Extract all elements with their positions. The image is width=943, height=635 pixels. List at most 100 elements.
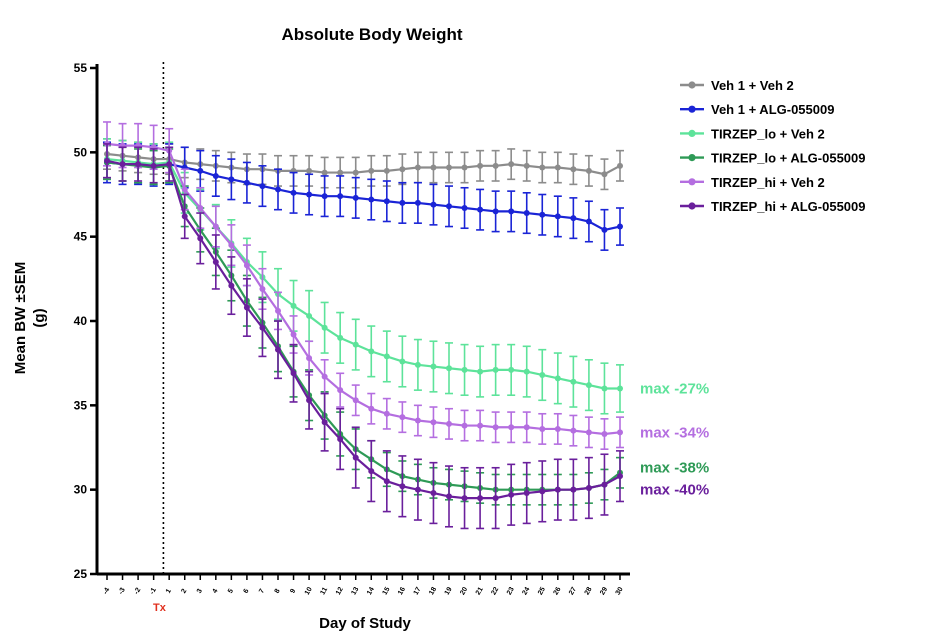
data-point — [383, 167, 390, 174]
x-tick-label: 20 — [459, 586, 469, 596]
data-point — [617, 473, 623, 480]
data-point — [601, 431, 608, 438]
data-point — [399, 358, 406, 365]
data-point — [523, 162, 530, 169]
legend-marker — [688, 105, 696, 113]
series-line — [106, 152, 621, 176]
x-tick-label: -1 — [149, 587, 158, 596]
y-tick-label: 25 — [74, 567, 88, 581]
data-point — [477, 422, 484, 429]
x-tick-label: 27 — [568, 586, 578, 596]
data-point — [539, 425, 546, 432]
data-point — [617, 429, 623, 436]
data-point — [306, 167, 313, 174]
data-point — [554, 486, 561, 493]
x-tick-label: 17 — [413, 586, 423, 596]
data-point — [461, 422, 468, 429]
series-line — [106, 142, 621, 436]
data-point — [228, 176, 235, 183]
series-line — [106, 159, 621, 500]
data-point — [321, 193, 328, 200]
data-point — [492, 208, 499, 215]
y-axis-unit-label: (g) — [31, 308, 48, 327]
data-point — [523, 490, 530, 497]
x-tick-label: 22 — [490, 586, 500, 596]
x-tick-label: 30 — [615, 586, 625, 596]
data-point — [414, 199, 421, 206]
data-point — [492, 366, 499, 373]
x-tick-label: 16 — [397, 586, 407, 596]
legend-entry-5: TIRZEP_hi + ALG-055009 — [680, 199, 866, 214]
data-point — [383, 353, 390, 360]
data-point — [523, 368, 530, 375]
x-tick-label: 21 — [475, 586, 485, 596]
y-tick-label: 45 — [74, 230, 88, 244]
legend-marker — [688, 154, 696, 162]
x-tick-label: 10 — [304, 586, 314, 596]
data-point — [430, 164, 437, 171]
data-point — [135, 161, 142, 168]
data-point — [554, 425, 561, 432]
data-point — [508, 208, 515, 215]
data-point — [523, 210, 530, 217]
data-point — [461, 366, 468, 373]
data-point — [523, 424, 530, 431]
data-point — [539, 164, 546, 171]
data-point — [399, 414, 406, 421]
legend-label: Veh 1 + ALG-055009 — [711, 102, 834, 117]
x-tick-label: 23 — [506, 586, 516, 596]
legend-label: TIRZEP_lo + Veh 2 — [711, 126, 825, 141]
data-point — [352, 169, 359, 176]
data-point — [617, 162, 623, 169]
data-point — [570, 486, 577, 493]
data-point — [259, 324, 266, 331]
legend-label: Veh 1 + Veh 2 — [711, 78, 794, 93]
data-point — [461, 495, 468, 502]
legend-entry-2: TIRZEP_lo + Veh 2 — [680, 126, 825, 141]
x-tick-label: 25 — [537, 586, 547, 596]
legend-label: TIRZEP_hi + Veh 2 — [711, 175, 825, 190]
x-axis-label: Day of Study — [319, 615, 411, 632]
x-tick-label: 19 — [444, 586, 454, 596]
data-point — [446, 203, 452, 210]
data-point — [259, 183, 266, 190]
data-point — [399, 483, 406, 490]
data-point — [290, 302, 297, 309]
series-line — [106, 161, 621, 232]
data-point — [399, 166, 406, 173]
data-point — [352, 454, 359, 461]
data-point — [306, 355, 313, 362]
legend-label: TIRZEP_hi + ALG-055009 — [711, 199, 866, 214]
data-point — [368, 468, 375, 475]
data-point — [492, 162, 499, 169]
legend: Veh 1 + Veh 2 Veh 1 + ALG-055009 TIRZEP_lo… — [680, 78, 866, 214]
data-point — [446, 493, 452, 500]
data-point — [570, 166, 577, 173]
x-tick-label: 28 — [584, 586, 594, 596]
x-tick-label: 5 — [227, 588, 235, 595]
data-point — [601, 481, 608, 488]
data-point — [321, 373, 328, 380]
y-axis-label: Mean BW ±SEM — [12, 262, 29, 374]
data-point — [243, 179, 250, 186]
data-point — [181, 213, 188, 220]
data-point — [259, 285, 266, 292]
data-point — [337, 387, 344, 394]
data-point — [104, 157, 110, 164]
series-5 — [103, 143, 624, 530]
data-point — [446, 420, 452, 427]
data-point — [290, 331, 297, 338]
data-point — [197, 235, 204, 242]
treatment-marker-label: Tx — [153, 602, 167, 614]
data-point — [539, 371, 546, 378]
data-point — [554, 164, 561, 171]
data-point — [212, 172, 219, 179]
legend-entry-4: TIRZEP_hi + Veh 2 — [680, 175, 825, 190]
data-point — [570, 215, 577, 222]
legend-marker — [688, 178, 696, 186]
data-point — [508, 161, 515, 168]
chart-title: Absolute Body Weight — [281, 25, 462, 44]
x-tick-label: 8 — [274, 588, 282, 595]
legend-entry-1: Veh 1 + ALG-055009 — [680, 102, 834, 117]
